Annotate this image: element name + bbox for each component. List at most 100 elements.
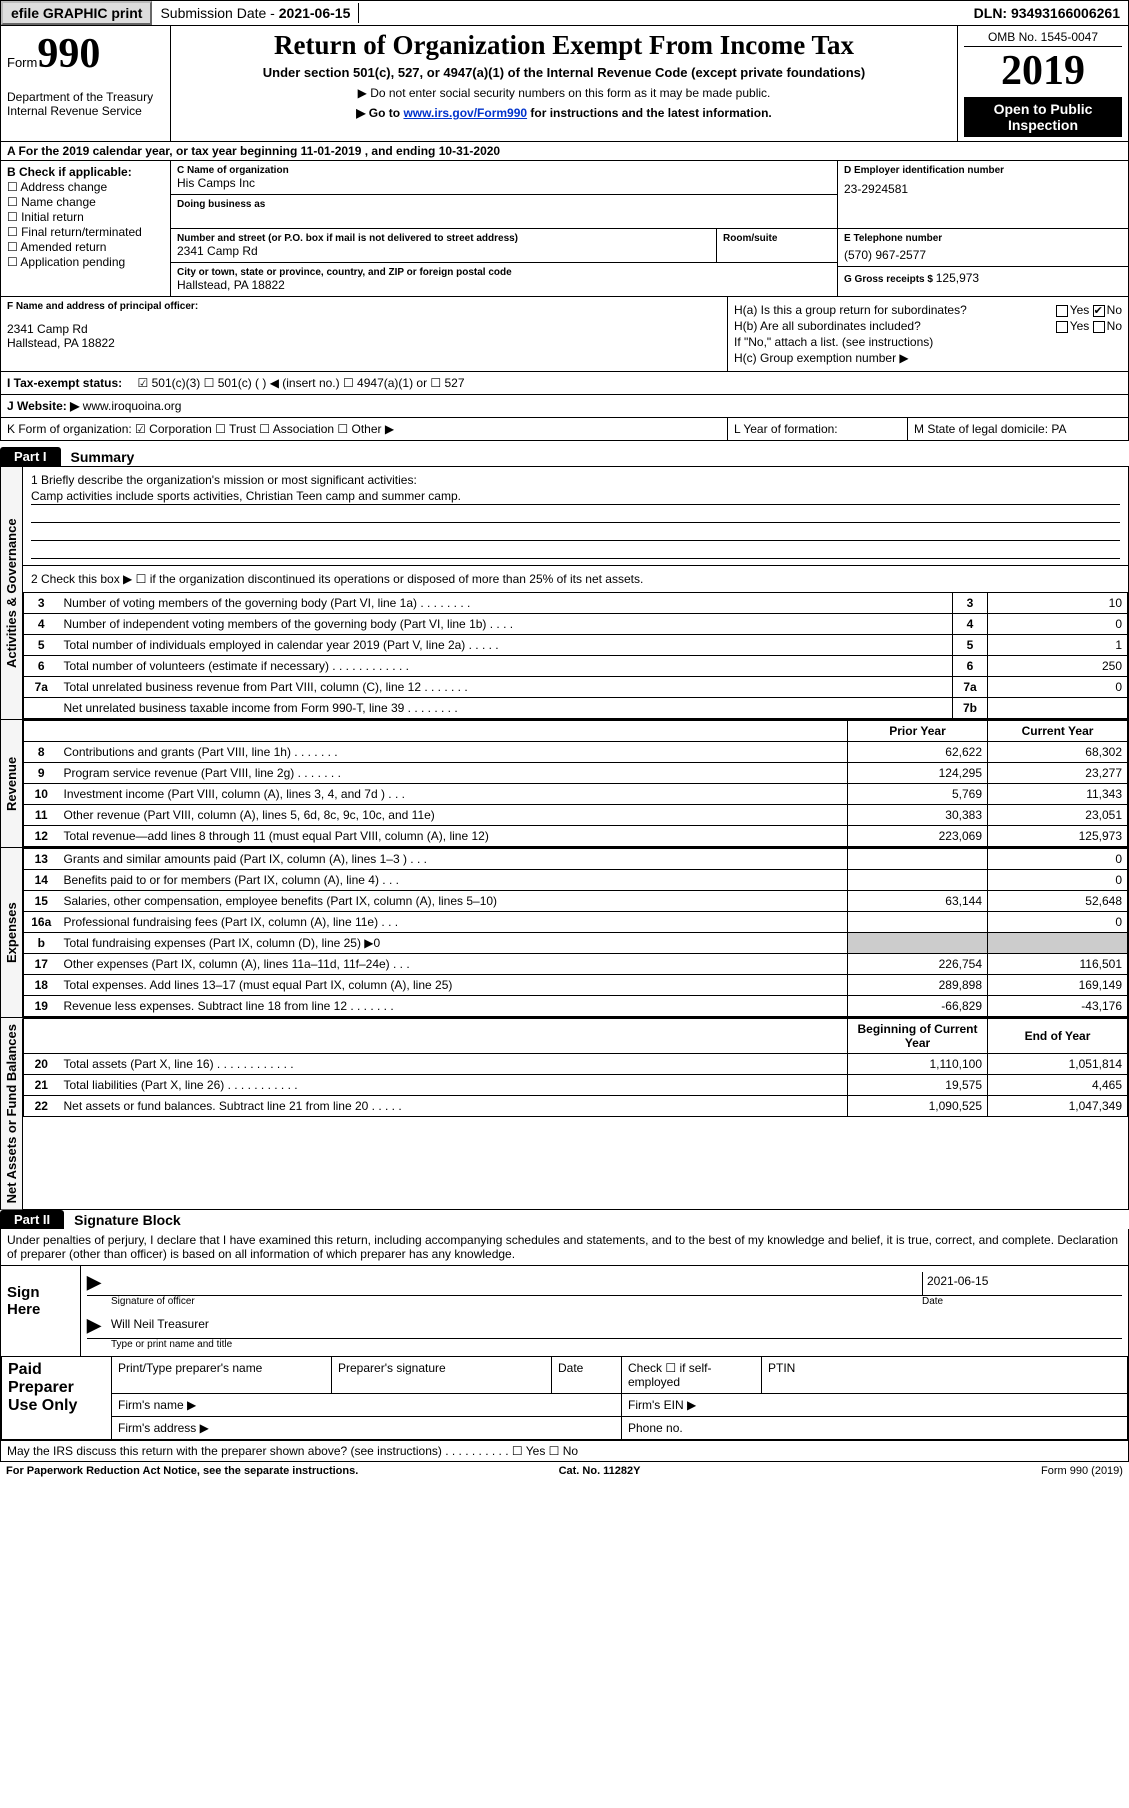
line-desc: Salaries, other compensation, employee b… [59, 891, 848, 912]
ha-yes-checkbox[interactable] [1056, 305, 1068, 317]
hb-yes-checkbox[interactable] [1056, 321, 1068, 333]
p1-netassets: Net Assets or Fund Balances Beginning of… [0, 1018, 1129, 1210]
col-prior-hdr: Prior Year [848, 721, 988, 742]
line-num: 7a [24, 677, 59, 698]
part-1-tab: Part I [0, 447, 61, 466]
submission-date-cell: Submission Date - 2021-06-15 [152, 3, 359, 23]
table-row: 10Investment income (Part VIII, column (… [24, 784, 1128, 805]
prior-val: 223,069 [848, 826, 988, 847]
line-box: 7a [953, 677, 988, 698]
part-2-tab: Part II [0, 1210, 64, 1229]
box-b-label: B Check if applicable: [7, 165, 164, 179]
line-num [24, 698, 59, 719]
current-val: 52,648 [988, 891, 1128, 912]
table-row: 15Salaries, other compensation, employee… [24, 891, 1128, 912]
box-b: B Check if applicable: ☐ Address change … [1, 161, 171, 296]
line-desc: Net assets or fund balances. Subtract li… [59, 1096, 848, 1117]
row-j: J Website: ▶ www.iroquoina.org [0, 395, 1129, 418]
line-num: 14 [24, 870, 59, 891]
line-desc: Total number of volunteers (estimate if … [59, 656, 953, 677]
prior-val [848, 870, 988, 891]
line-num: 19 [24, 996, 59, 1017]
chk-amended-return[interactable]: ☐ Amended return [7, 240, 164, 254]
box-e-g: E Telephone number (570) 967-2577 G Gros… [838, 229, 1128, 296]
ha-label: H(a) Is this a group return for subordin… [734, 303, 967, 317]
row-l: L Year of formation: [728, 418, 908, 440]
firm-addr-label: Firm's address ▶ [112, 1417, 622, 1440]
chk-final-return[interactable]: ☐ Final return/terminated [7, 225, 164, 239]
chk-name-change[interactable]: ☐ Name change [7, 195, 164, 209]
sig-officer-caption: Signature of officer [87, 1296, 922, 1307]
firm-name-label: Firm's name ▶ [112, 1394, 622, 1417]
website-label: J Website: ▶ [7, 399, 83, 413]
chk-address-change[interactable]: ☐ Address change [7, 180, 164, 194]
line-desc: Total revenue—add lines 8 through 11 (mu… [59, 826, 848, 847]
line-num: 16a [24, 912, 59, 933]
instructions-link[interactable]: www.irs.gov/Form990 [403, 106, 527, 120]
arrow-icon-2: ▶ [87, 1315, 101, 1338]
line-desc: Revenue less expenses. Subtract line 18 … [59, 996, 848, 1017]
room-label: Room/suite [723, 233, 831, 244]
hdr-blank [24, 721, 59, 742]
q1-blank1 [31, 507, 1120, 523]
table-row: 14Benefits paid to or for members (Part … [24, 870, 1128, 891]
p1-revenue: Revenue Prior YearCurrent Year8Contribut… [0, 720, 1129, 848]
box-f: F Name and address of principal officer:… [1, 297, 728, 371]
current-val: 169,149 [988, 975, 1128, 996]
box-c-address: Number and street (or P.O. box if mail i… [171, 229, 838, 296]
ha-yes-label: Yes [1070, 303, 1090, 317]
line-num: 5 [24, 635, 59, 656]
line-desc: Other expenses (Part IX, column (A), lin… [59, 954, 848, 975]
signature-block: Under penalties of perjury, I declare th… [0, 1229, 1129, 1441]
efile-print-button[interactable]: efile GRAPHIC print [1, 1, 152, 25]
prep-ptin-label: PTIN [762, 1357, 1128, 1394]
dba-label: Doing business as [177, 199, 831, 210]
officer-addr2: Hallstead, PA 18822 [7, 336, 721, 350]
table-row: 20Total assets (Part X, line 16) . . . .… [24, 1054, 1128, 1075]
q1-value: Camp activities include sports activitie… [31, 489, 1120, 505]
section-bcd: B Check if applicable: ☐ Address change … [0, 161, 1129, 297]
prior-val [848, 849, 988, 870]
arrow-icon: ▶ [87, 1272, 101, 1295]
org-name-label: C Name of organization [177, 165, 831, 176]
form-id-col: Form990 Department of the Treasury Inter… [1, 26, 171, 141]
hb-no-checkbox[interactable] [1093, 321, 1105, 333]
tax-exempt-label: I Tax-exempt status: [7, 376, 122, 390]
current-val: 4,465 [988, 1075, 1128, 1096]
table-row: 3Number of voting members of the governi… [24, 593, 1128, 614]
line-num: 20 [24, 1054, 59, 1075]
line-box: 4 [953, 614, 988, 635]
form-header: Form990 Department of the Treasury Inter… [0, 26, 1129, 142]
officer-name-title: Will Neil Treasurer [107, 1315, 213, 1338]
prior-val: 62,622 [848, 742, 988, 763]
line-num: 17 [24, 954, 59, 975]
current-val: 125,973 [988, 826, 1128, 847]
section-fh: F Name and address of principal officer:… [0, 297, 1129, 372]
line-desc: Net unrelated business taxable income fr… [59, 698, 953, 719]
line-desc: Total expenses. Add lines 13–17 (must eq… [59, 975, 848, 996]
ha-no-checkbox[interactable] [1093, 305, 1105, 317]
current-val: 0 [988, 870, 1128, 891]
table-row: 18Total expenses. Add lines 13–17 (must … [24, 975, 1128, 996]
title-col: Return of Organization Exempt From Incom… [171, 26, 958, 141]
ein-value: 23-2924581 [844, 182, 1122, 196]
table-row: bTotal fundraising expenses (Part IX, co… [24, 933, 1128, 954]
prior-val: 30,383 [848, 805, 988, 826]
chk-application-pending[interactable]: ☐ Application pending [7, 255, 164, 269]
name-title-caption: Type or print name and title [87, 1339, 1122, 1350]
current-val: 1,047,349 [988, 1096, 1128, 1117]
goto-pre: ▶ Go to [356, 106, 403, 120]
current-val: 11,343 [988, 784, 1128, 805]
row-a-tax-year: A For the 2019 calendar year, or tax yea… [0, 142, 1129, 161]
part-1-header: Part I Summary [0, 447, 1129, 466]
line-val [988, 698, 1128, 719]
street-value: 2341 Camp Rd [177, 244, 710, 258]
q2-block: 2 Check this box ▶ ☐ if the organization… [23, 566, 1128, 592]
cell-shaded [988, 933, 1128, 954]
current-val: 0 [988, 912, 1128, 933]
form-number: 990 [37, 31, 100, 77]
line-num: 10 [24, 784, 59, 805]
chk-initial-return[interactable]: ☐ Initial return [7, 210, 164, 224]
hdr-blank [24, 1019, 59, 1054]
omb-number: OMB No. 1545-0047 [964, 30, 1122, 47]
